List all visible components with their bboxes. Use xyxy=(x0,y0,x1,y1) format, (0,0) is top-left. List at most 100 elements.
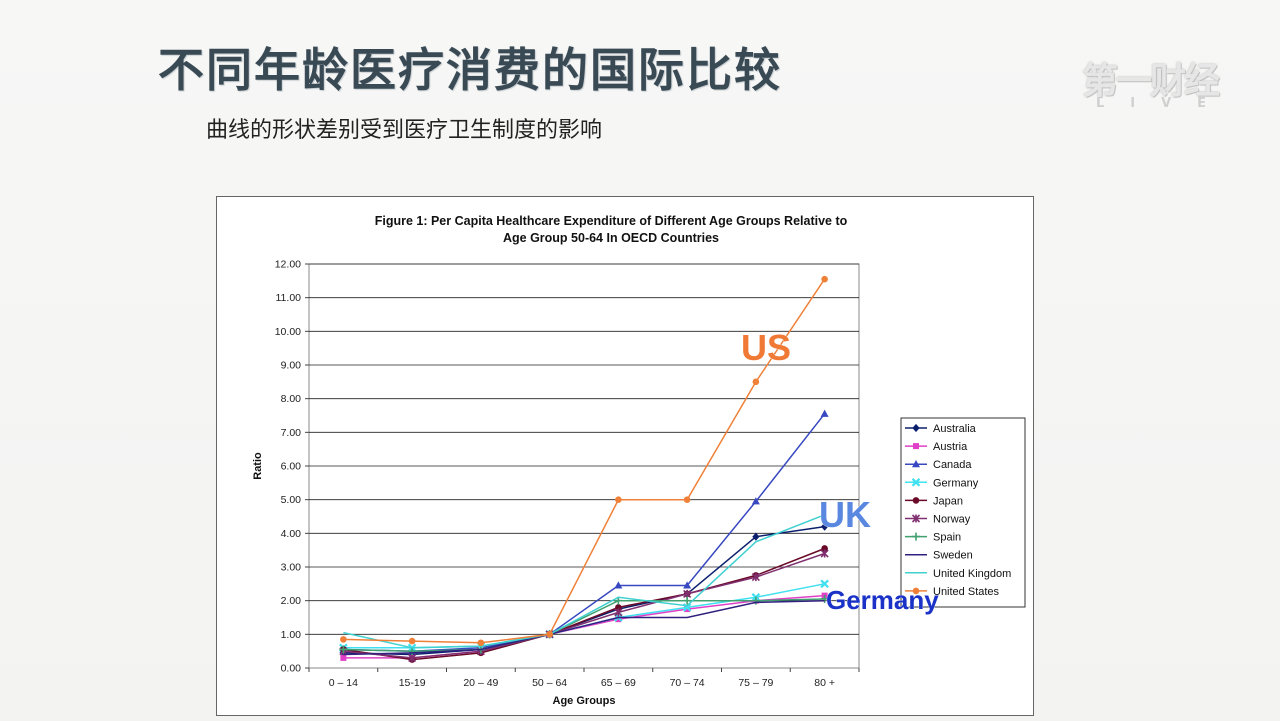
data-point xyxy=(912,587,920,595)
annotation-germany: Germany xyxy=(826,585,939,615)
chart-title-line-2: Age Group 50-64 In OECD Countries xyxy=(503,231,719,245)
x-axis-label: Age Groups xyxy=(553,695,616,707)
data-point xyxy=(911,514,921,523)
data-point xyxy=(408,637,416,645)
legend-item: United Kingdom xyxy=(905,568,1011,580)
series-line xyxy=(343,547,825,661)
y-tick-label: 11.00 xyxy=(276,292,302,304)
legend-label: Sweden xyxy=(933,550,973,562)
logo-sub-text: LIVE xyxy=(1096,96,1233,111)
data-point xyxy=(912,532,920,541)
legend-item: Japan xyxy=(905,495,963,507)
x-tick-label: 65 – 69 xyxy=(601,677,636,689)
legend-item: Austria xyxy=(905,441,968,453)
data-point xyxy=(615,604,622,611)
data-point xyxy=(913,443,919,450)
data-point xyxy=(911,478,921,487)
annotation-uk: UK xyxy=(819,494,871,535)
data-point xyxy=(615,496,622,503)
series-sweden xyxy=(343,599,825,656)
series-united-kingdom xyxy=(343,514,825,649)
chart-frame: Figure 1: Per Capita Healthcare Expendit… xyxy=(216,196,1034,716)
data-point xyxy=(340,636,347,643)
x-tick-label: 0 – 14 xyxy=(329,677,358,689)
data-point xyxy=(477,639,485,647)
series-line xyxy=(343,599,825,656)
y-tick-label: 3.00 xyxy=(281,562,302,574)
legend-label: Australia xyxy=(933,423,977,435)
y-tick-label: 9.00 xyxy=(281,360,302,372)
data-point xyxy=(820,549,829,558)
data-point xyxy=(683,496,691,503)
y-tick-label: 12.00 xyxy=(275,259,301,271)
data-point xyxy=(820,594,829,603)
x-tick-label: 70 – 74 xyxy=(670,677,705,689)
legend-label: Germany xyxy=(933,477,979,489)
channel-logo: 第一财经 LIVE xyxy=(1082,52,1260,118)
chart-title-line-1: Figure 1: Per Capita Healthcare Expendit… xyxy=(375,214,848,228)
y-axis-label: Ratio xyxy=(252,452,264,480)
series-line xyxy=(343,552,825,659)
y-tick-label: 4.00 xyxy=(281,528,302,540)
y-tick-label: 8.00 xyxy=(281,393,302,405)
legend-item: Sweden xyxy=(905,550,973,562)
annotation-us: US xyxy=(741,327,791,368)
legend-label: Japan xyxy=(933,495,963,507)
legend-label: Norway xyxy=(933,514,971,526)
data-point xyxy=(683,581,692,589)
legend-label: Austria xyxy=(933,441,968,453)
legend-item: United States xyxy=(905,586,1000,598)
data-point xyxy=(614,581,623,589)
x-tick-label: 75 – 79 xyxy=(738,677,773,689)
data-point xyxy=(821,522,829,531)
legend-item: Germany xyxy=(905,477,979,489)
data-point xyxy=(751,573,760,582)
data-point xyxy=(340,654,347,661)
series-line xyxy=(343,598,825,652)
legend-label: United States xyxy=(933,586,1000,598)
data-point xyxy=(912,497,920,504)
data-point xyxy=(614,608,623,617)
logo-main-text: 第一财经 xyxy=(1082,61,1220,102)
series-line xyxy=(343,514,825,649)
data-point xyxy=(912,423,920,433)
data-point xyxy=(684,606,691,613)
legend-item: Spain xyxy=(905,532,961,544)
slide-subtitle: 曲线的形状差别受到医疗卫生制度的影响 xyxy=(206,118,603,143)
data-point xyxy=(683,596,692,605)
data-point xyxy=(615,616,622,623)
series-united-states xyxy=(340,275,828,647)
data-point xyxy=(752,378,760,386)
x-tick-label: 15-19 xyxy=(399,677,426,689)
y-tick-label: 10.00 xyxy=(275,326,301,338)
legend-label: Spain xyxy=(933,532,961,544)
data-point xyxy=(821,545,828,552)
legend-item: Canada xyxy=(905,459,972,471)
data-point xyxy=(339,645,348,654)
y-tick-label: 1.00 xyxy=(281,629,302,641)
data-point xyxy=(751,497,760,505)
x-tick-label: 50 – 64 xyxy=(532,677,567,689)
slide-title: 不同年龄医疗消费的国际比较 xyxy=(158,43,782,97)
data-point xyxy=(912,460,920,468)
y-tick-label: 2.00 xyxy=(281,595,302,607)
x-tick-label: 80 + xyxy=(814,677,835,689)
legend-item: Australia xyxy=(905,423,977,435)
y-tick-label: 5.00 xyxy=(281,494,302,506)
series-line xyxy=(343,525,825,656)
y-tick-label: 0.00 xyxy=(281,663,302,675)
data-point xyxy=(820,409,829,417)
legend-label: Canada xyxy=(933,459,972,471)
y-tick-label: 7.00 xyxy=(281,427,302,439)
data-point xyxy=(546,631,553,638)
legend-label: United Kingdom xyxy=(933,568,1011,580)
data-point xyxy=(751,596,760,605)
data-point xyxy=(752,532,760,541)
y-tick-label: 6.00 xyxy=(281,461,302,473)
x-tick-label: 20 – 49 xyxy=(463,677,498,689)
legend-box xyxy=(900,417,1026,608)
data-point xyxy=(820,579,829,589)
data-point xyxy=(821,275,828,283)
data-point xyxy=(683,589,692,598)
data-point xyxy=(408,653,417,662)
